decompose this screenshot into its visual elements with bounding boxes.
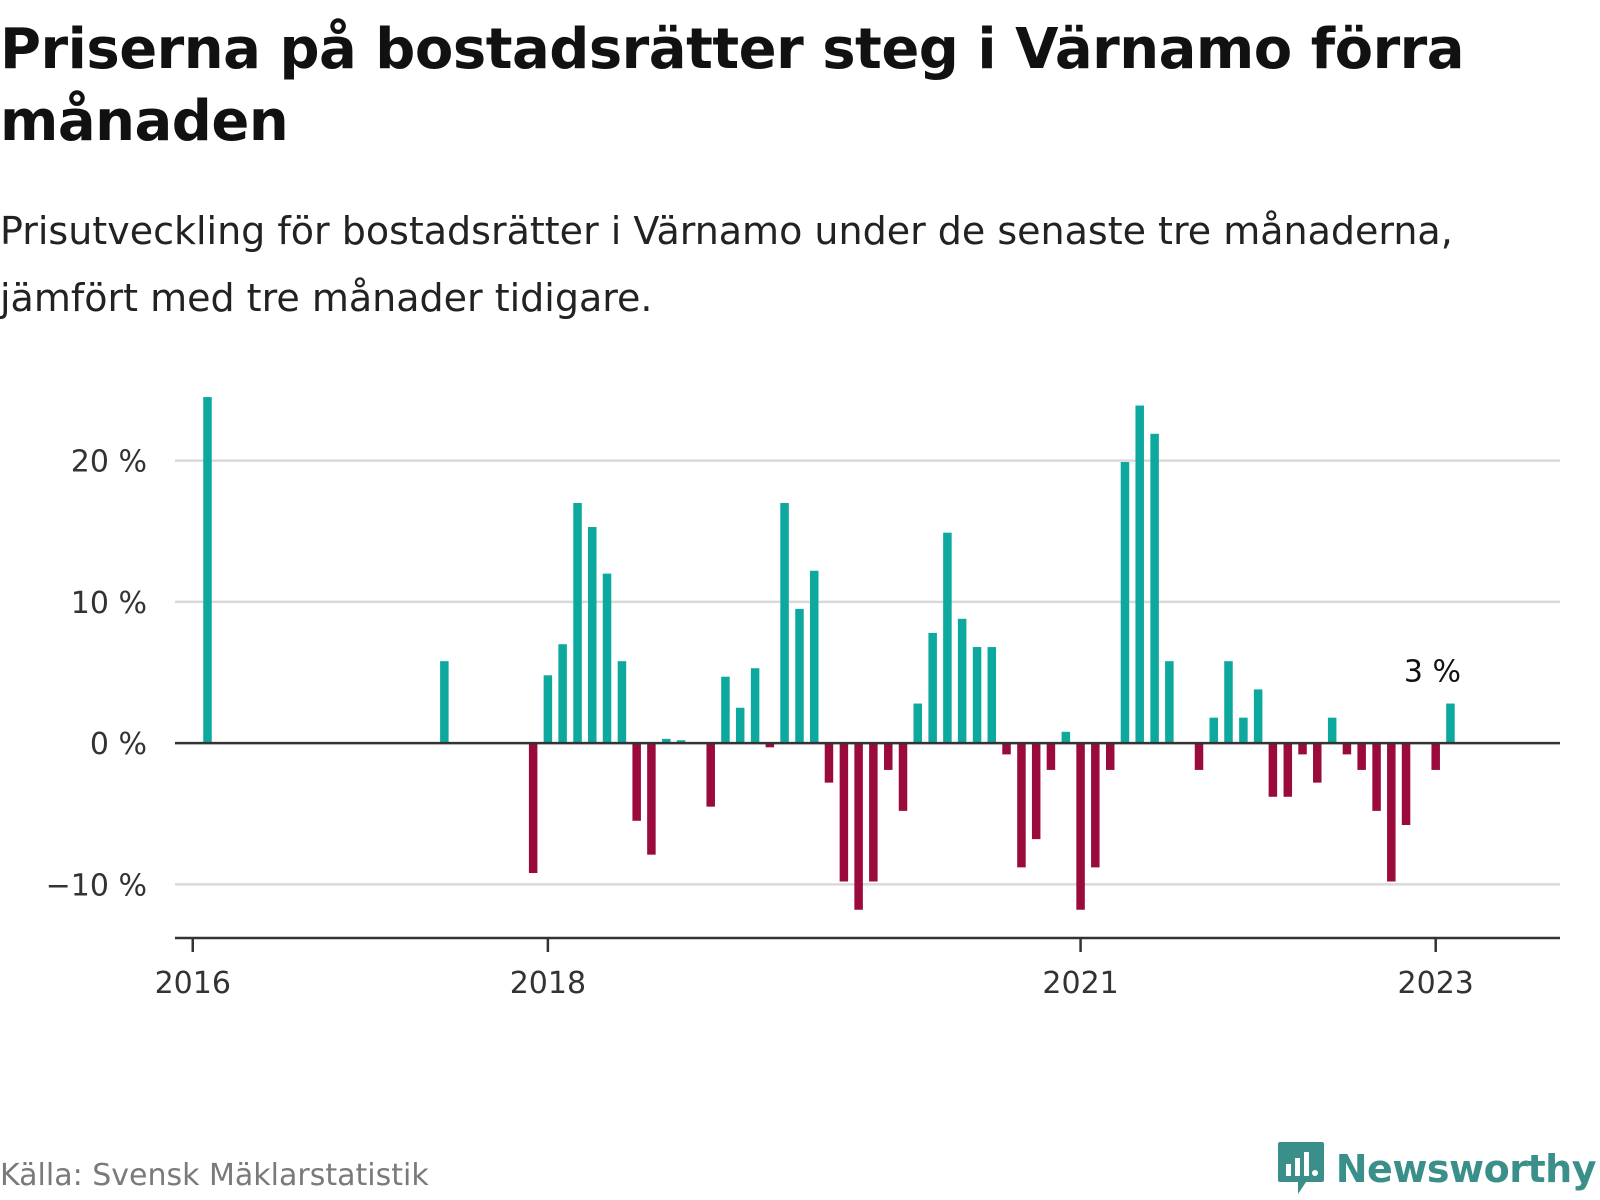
- bar: [662, 738, 671, 744]
- bar: [795, 608, 804, 744]
- y-tick-label: 20 %: [71, 445, 147, 480]
- bar: [632, 743, 641, 821]
- bar: [1431, 743, 1440, 770]
- annotations: 3 %: [1404, 655, 1461, 690]
- bar: [617, 661, 627, 744]
- bar: [839, 743, 849, 882]
- source-credit: Källa: Svensk Mäklarstatistik: [0, 1158, 429, 1193]
- bar: [647, 743, 656, 855]
- bar: [1313, 743, 1322, 783]
- bar: [1327, 717, 1337, 744]
- bar: [750, 668, 760, 744]
- bar: [928, 632, 937, 744]
- x-tick-label: 2023: [1398, 966, 1474, 1001]
- bar: [1224, 661, 1233, 744]
- bar: [1253, 689, 1263, 744]
- x-tick-label: 2016: [155, 966, 231, 1001]
- bar: [765, 743, 775, 748]
- bars: [203, 397, 1455, 910]
- chart-title: Priserna på bostadsrätter steg i Värnamo…: [0, 17, 1465, 154]
- bar: [824, 743, 834, 783]
- newsworthy-logo-icon: [1277, 1142, 1324, 1194]
- bar-chart: −10 % 0 % 10 % 20 % 2016 2018 2021 2023 3 %: [46, 397, 1560, 1001]
- bar: [1357, 743, 1366, 770]
- bar: [1120, 462, 1130, 744]
- bar: [1239, 717, 1248, 744]
- x-tick-label: 2018: [510, 966, 586, 1001]
- bar: [1017, 743, 1026, 868]
- bar: [558, 644, 567, 744]
- bar: [1046, 743, 1056, 770]
- bar: [440, 661, 449, 744]
- bar: [1002, 743, 1011, 755]
- bar: [1105, 743, 1115, 770]
- last-value-label: 3 %: [1404, 655, 1461, 690]
- bar: [957, 618, 967, 744]
- bar: [1076, 743, 1085, 910]
- brand-logo: Newsworthy: [1276, 1140, 1597, 1198]
- bar: [1298, 743, 1307, 755]
- bar: [1135, 405, 1144, 744]
- bar: [588, 527, 597, 744]
- bar: [721, 676, 730, 744]
- bar: [1031, 743, 1041, 840]
- bar: [1401, 743, 1411, 826]
- bar: [913, 703, 923, 744]
- bar: [1283, 743, 1293, 797]
- bar: [573, 502, 582, 744]
- bar: [1446, 703, 1455, 744]
- bar: [1268, 743, 1278, 797]
- bar: [869, 743, 878, 882]
- y-axis-labels: −10 % 0 % 10 % 20 %: [46, 445, 147, 904]
- y-tick-label: 0 %: [90, 727, 147, 762]
- bar: [1209, 717, 1218, 744]
- bar: [528, 743, 538, 874]
- bar: [1372, 743, 1381, 811]
- bar: [1387, 743, 1396, 882]
- bar: [1194, 743, 1204, 770]
- y-tick-label: −10 %: [46, 868, 147, 903]
- bar: [602, 573, 612, 744]
- bar: [1165, 661, 1174, 744]
- bar: [1150, 433, 1159, 744]
- y-tick-label: 10 %: [71, 586, 147, 621]
- x-tick-label: 2021: [1042, 966, 1118, 1001]
- bar: [1091, 743, 1100, 868]
- bar: [1342, 743, 1352, 755]
- bar: [203, 397, 212, 744]
- bar: [706, 743, 715, 807]
- bar: [543, 675, 553, 744]
- bar: [676, 740, 686, 744]
- bar: [898, 743, 908, 811]
- bar: [987, 647, 997, 744]
- bar: [780, 502, 789, 744]
- bar: [943, 532, 952, 744]
- bar: [1061, 731, 1071, 744]
- brand-name: Newsworthy: [1335, 1147, 1597, 1191]
- bar: [854, 743, 863, 910]
- gridlines: [175, 459, 1560, 886]
- bar: [809, 570, 819, 744]
- bar: [972, 647, 982, 744]
- x-axis-ticks: 2016 2018 2021 2023: [155, 938, 1474, 1001]
- bar: [884, 743, 893, 770]
- chart-subtitle: Prisutveckling för bostadsrätter i Värna…: [0, 209, 1453, 320]
- bar: [735, 707, 745, 744]
